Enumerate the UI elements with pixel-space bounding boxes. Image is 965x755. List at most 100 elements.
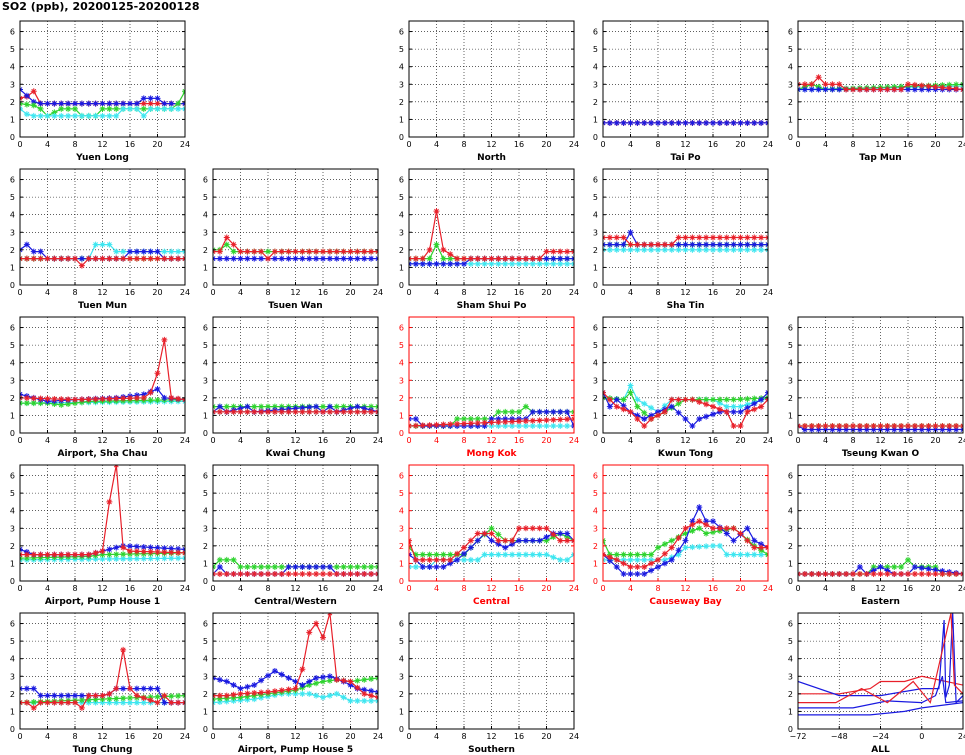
data-point — [911, 426, 918, 433]
data-point — [72, 255, 78, 262]
chart-title: Mong Kok — [466, 449, 517, 459]
tick-label-y: 4 — [593, 63, 598, 72]
tick-label-x: 24 — [373, 732, 383, 741]
data-point — [320, 678, 326, 685]
data-point — [905, 86, 911, 93]
data-point — [884, 86, 891, 93]
data-point — [737, 119, 744, 126]
data-point — [751, 544, 758, 551]
data-point — [320, 674, 326, 681]
data-point — [120, 255, 127, 262]
data-point — [536, 422, 543, 429]
tick-label-x: 24 — [763, 288, 773, 297]
data-point — [140, 694, 147, 701]
tick-label-y: 3 — [10, 80, 15, 89]
data-point — [870, 426, 877, 433]
data-point — [905, 422, 911, 429]
series-red — [213, 408, 378, 415]
data-point — [850, 426, 856, 433]
tick-label-x: 8 — [265, 584, 270, 593]
data-point — [606, 234, 613, 241]
data-point — [557, 248, 564, 255]
data-point — [23, 551, 30, 558]
data-point — [522, 537, 529, 544]
data-point — [682, 246, 689, 253]
tick-label-x: 24 — [763, 140, 773, 149]
data-point — [419, 556, 426, 563]
data-point — [502, 418, 509, 425]
data-point — [744, 395, 751, 402]
data-point — [710, 411, 716, 418]
data-point — [536, 525, 543, 532]
data-point — [675, 551, 682, 558]
tick-label-y: 2 — [203, 246, 208, 255]
data-point — [51, 401, 58, 407]
data-point — [175, 248, 182, 255]
data-point — [154, 95, 161, 102]
tick-label-x: 16 — [708, 140, 718, 149]
data-point — [730, 408, 737, 415]
data-point — [737, 246, 744, 253]
tick-label-x: 0 — [795, 436, 800, 445]
data-point — [634, 415, 641, 422]
tick-label-y: 3 — [10, 228, 15, 237]
series-blue — [798, 702, 963, 716]
data-point — [354, 563, 361, 570]
data-point — [655, 119, 661, 126]
data-point — [223, 403, 230, 410]
tick-label-x: 24 — [958, 584, 965, 593]
data-point — [870, 570, 877, 577]
data-point — [710, 241, 716, 248]
data-point — [306, 248, 313, 255]
tick-label-y: 1 — [10, 115, 15, 124]
data-point — [648, 415, 655, 422]
tick-label-y: 6 — [399, 472, 404, 481]
data-point — [161, 105, 168, 112]
tick-label-y: 4 — [10, 507, 15, 516]
tick-label-y: 6 — [203, 324, 208, 333]
data-point — [884, 426, 891, 433]
data-point — [536, 417, 543, 424]
data-point — [285, 563, 292, 570]
data-point — [306, 570, 313, 577]
data-point — [237, 685, 244, 692]
data-point — [106, 498, 113, 505]
data-point — [870, 422, 877, 429]
tick-label-y: 0 — [593, 133, 598, 142]
data-point — [175, 105, 182, 112]
data-point — [655, 412, 661, 419]
chart-title: Eastern — [861, 597, 900, 607]
tick-label-x: 0 — [406, 584, 411, 593]
data-point — [564, 534, 571, 541]
series-red — [20, 255, 185, 269]
data-point — [299, 666, 306, 673]
data-point — [106, 395, 113, 402]
data-point — [258, 694, 265, 701]
data-point — [292, 690, 299, 697]
data-point — [223, 556, 230, 563]
data-point — [550, 408, 557, 415]
data-point — [237, 248, 244, 255]
data-point — [898, 563, 905, 570]
tick-label-x: 20 — [345, 584, 355, 593]
data-point — [703, 119, 710, 126]
data-point — [932, 426, 939, 433]
data-point — [65, 396, 72, 403]
data-point — [502, 260, 509, 267]
data-point — [925, 565, 932, 572]
data-point — [127, 255, 133, 262]
data-point — [751, 537, 758, 544]
data-point — [495, 255, 502, 262]
data-point — [140, 544, 147, 551]
data-point — [237, 405, 244, 412]
data-point — [216, 556, 223, 563]
data-point — [751, 234, 758, 241]
tick-label-x: 8 — [850, 584, 855, 593]
data-point — [751, 246, 758, 253]
data-point — [30, 88, 37, 95]
data-point — [271, 563, 278, 570]
tick-label-y: 5 — [10, 45, 15, 54]
data-point — [175, 699, 182, 706]
data-point — [641, 119, 648, 126]
series-blue — [603, 389, 768, 429]
